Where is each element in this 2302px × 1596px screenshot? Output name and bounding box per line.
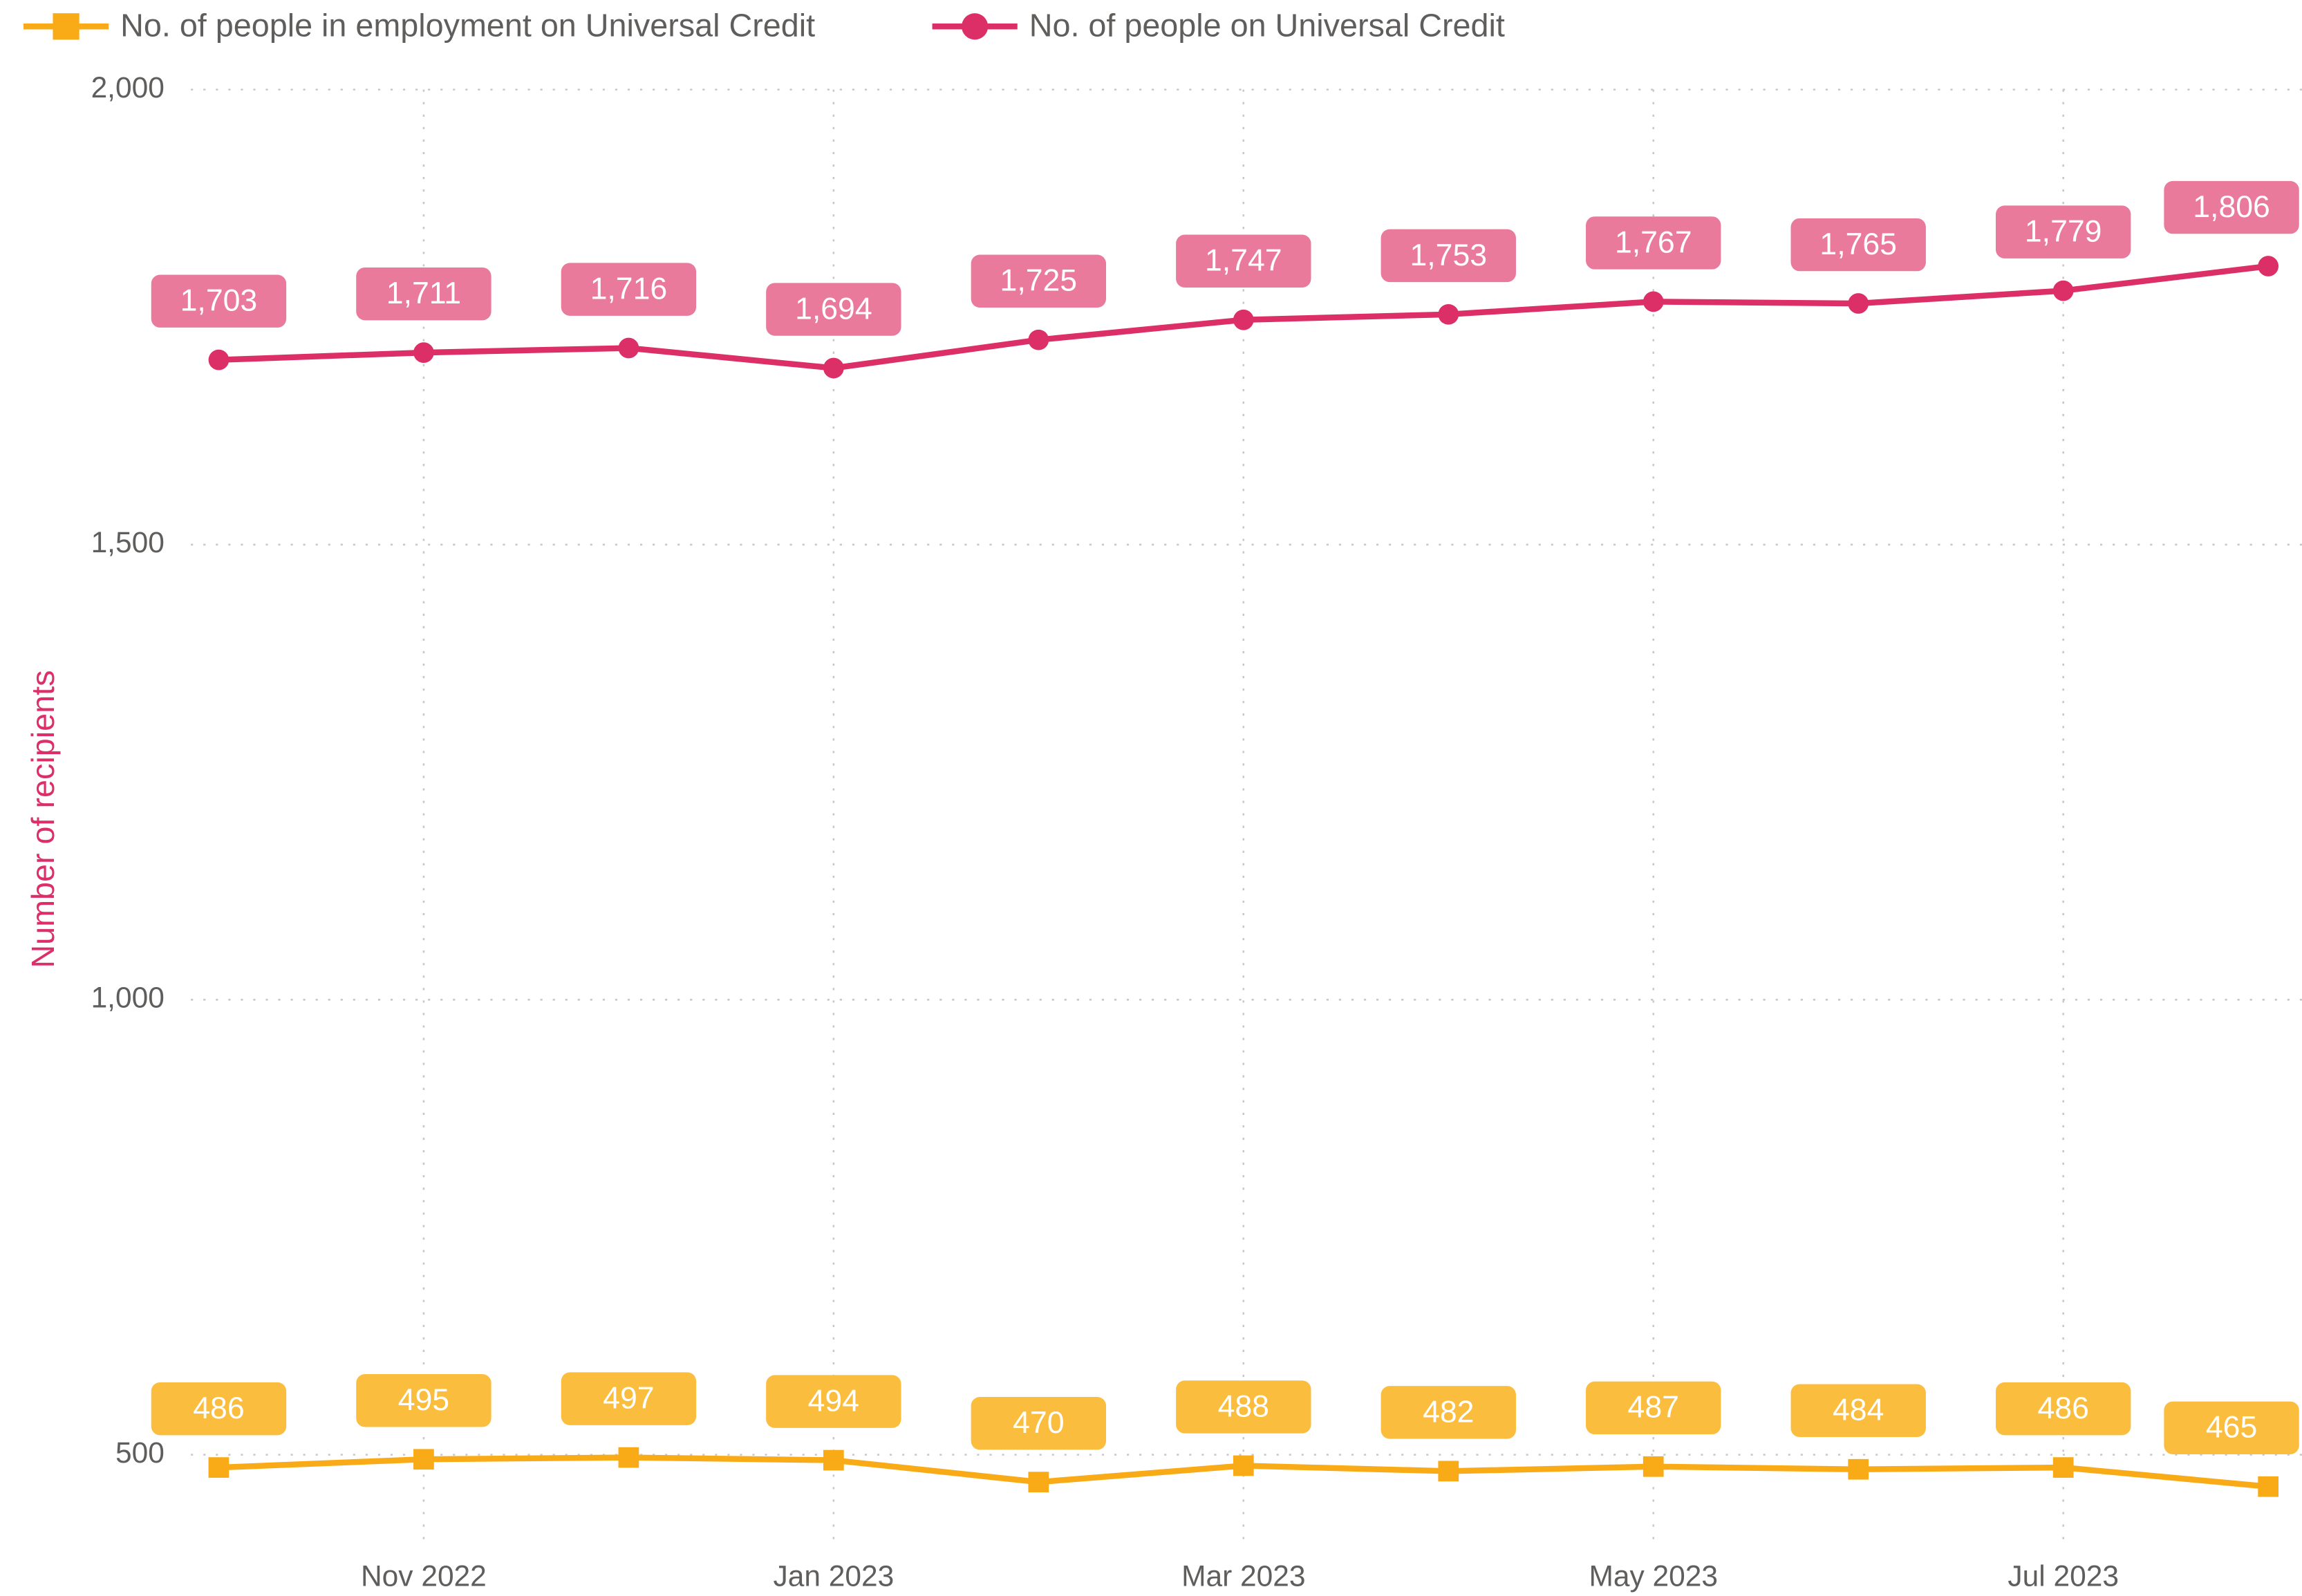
data-label: 1,806 (2193, 190, 2270, 224)
marker (413, 342, 434, 363)
data-label-box (1176, 234, 1311, 288)
data-label-box (1381, 229, 1516, 283)
data-label: 465 (2206, 1411, 2257, 1445)
data-label-box (1995, 205, 2131, 259)
data-label: 486 (2037, 1391, 2088, 1425)
data-label-box (1586, 216, 1721, 270)
data-label-box (356, 1374, 492, 1427)
data-label-box (971, 1396, 1107, 1450)
marker (823, 357, 844, 379)
x-tick-label: Mar 2023 (1181, 1559, 1305, 1592)
marker (1438, 1461, 1459, 1482)
marker (1233, 309, 1254, 330)
legend-label: No. of people in employment on Universal… (120, 8, 815, 44)
data-label-box (1586, 1381, 1721, 1435)
marker (618, 337, 639, 359)
data-label-box (356, 267, 492, 321)
x-tick-label: Nov 2022 (361, 1559, 487, 1592)
marker (2258, 256, 2279, 276)
data-label: 486 (193, 1391, 244, 1425)
data-label-box (561, 1372, 697, 1425)
marker (1028, 1472, 1049, 1493)
data-label-box (151, 274, 287, 328)
legend-label: No. of people on Universal Credit (1029, 8, 1505, 44)
marker (208, 349, 230, 370)
data-label-box (1381, 1386, 1516, 1439)
data-label-box (2164, 180, 2299, 234)
marker (1643, 1456, 1664, 1477)
marker (413, 1449, 434, 1470)
data-label-box (971, 254, 1107, 308)
data-label: 495 (398, 1383, 449, 1417)
data-label: 1,779 (2025, 215, 2102, 249)
data-label-box (561, 263, 697, 316)
data-label: 1,725 (1000, 264, 1078, 298)
data-label: 1,747 (1205, 244, 1282, 278)
data-label: 484 (1833, 1393, 1884, 1427)
marker (2052, 1457, 2074, 1478)
data-label-box (766, 1375, 901, 1428)
marker (618, 1447, 639, 1468)
y-tick-label: 1,000 (91, 982, 165, 1014)
marker (2258, 1476, 2279, 1497)
x-tick-label: May 2023 (1589, 1559, 1718, 1592)
data-label: 497 (603, 1382, 654, 1416)
data-label-box (766, 283, 901, 336)
marker (1233, 1455, 1254, 1476)
marker (208, 1457, 230, 1478)
data-label: 1,694 (795, 292, 872, 326)
legend-marker (53, 13, 79, 40)
marker (1438, 303, 1459, 325)
y-tick-label: 1,500 (91, 526, 165, 558)
data-label-box (1176, 1380, 1311, 1434)
y-tick-label: 2,000 (91, 71, 165, 104)
marker (1848, 293, 1869, 314)
marker (1848, 1458, 1869, 1480)
data-label: 1,765 (1819, 227, 1897, 261)
marker (823, 1449, 844, 1471)
data-label-box (151, 1382, 287, 1436)
x-tick-label: Jan 2023 (773, 1559, 894, 1592)
data-label: 494 (808, 1384, 859, 1418)
data-label: 487 (1628, 1391, 1679, 1425)
marker (2052, 280, 2074, 301)
data-label: 1,703 (180, 284, 258, 318)
data-label-box (1790, 1384, 1926, 1437)
marker (1028, 329, 1049, 350)
y-tick-label: 500 (115, 1436, 165, 1469)
data-label: 1,753 (1410, 238, 1487, 272)
legend-marker (962, 13, 989, 40)
x-tick-label: Jul 2023 (2008, 1559, 2119, 1592)
data-label: 1,767 (1615, 225, 1692, 259)
data-label-box (1995, 1382, 2131, 1436)
data-label-box (2164, 1401, 2299, 1455)
marker (1643, 291, 1664, 312)
data-label: 1,716 (590, 272, 668, 306)
data-label: 1,711 (386, 276, 461, 310)
data-label-box (1790, 218, 1926, 272)
data-label: 482 (1423, 1395, 1474, 1429)
data-label: 470 (1013, 1406, 1064, 1440)
y-axis-label: Number of recipients (25, 670, 61, 968)
data-label: 488 (1218, 1389, 1269, 1423)
